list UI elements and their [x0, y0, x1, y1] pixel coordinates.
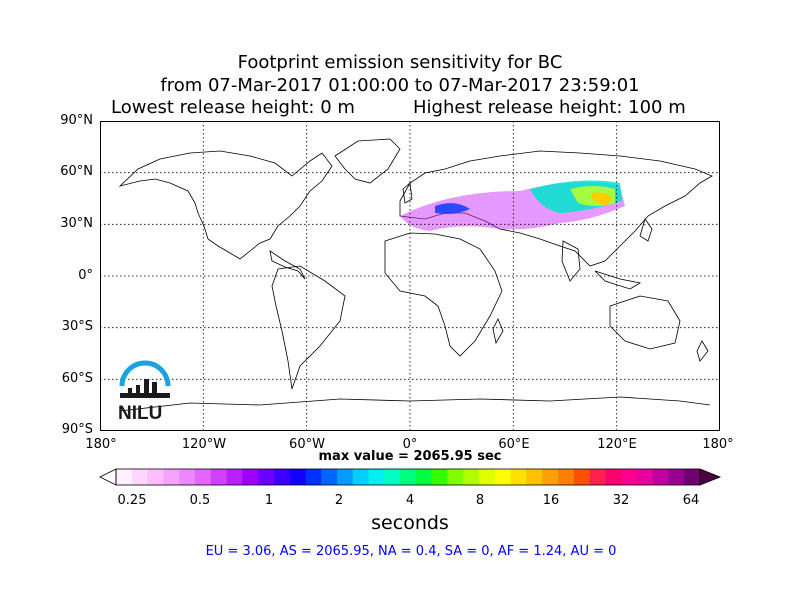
colorbar-cell: [289, 469, 306, 485]
lat-label: 0°: [78, 268, 93, 283]
nilu-logo: NILU: [118, 360, 171, 424]
emission-sensitivity-plume: [400, 180, 625, 231]
colorbar-cell: [336, 469, 354, 485]
colorbar-cell: [258, 469, 275, 485]
lat-label: 90°N: [60, 113, 93, 128]
colorbar-cell: [368, 469, 385, 485]
lon-label: 180°: [702, 437, 734, 452]
colorbar-tick: 1: [264, 493, 274, 508]
colorbar-cell: [305, 469, 322, 485]
colorbar-cell: [573, 469, 591, 485]
logo-text: NILU: [118, 403, 162, 424]
lat-label: 30°N: [60, 216, 93, 231]
colorbar-tick: 8: [475, 493, 485, 508]
colorbar-cell: [463, 469, 480, 485]
colorbar-cell: [605, 469, 622, 485]
highest-release-height: Highest release height: 100 m: [413, 97, 686, 118]
colorbar-cell: [116, 469, 133, 485]
colorbar-tick: 16: [542, 493, 560, 508]
colorbar-cell: [431, 469, 448, 485]
lowest-release-height: Lowest release height: 0 m: [111, 97, 355, 118]
colorbar-cell: [131, 469, 149, 485]
lat-label: 30°S: [61, 319, 93, 334]
lon-label: 180°: [85, 437, 117, 452]
colorbar-cell: [589, 469, 606, 485]
colorbar-cell: [684, 469, 701, 485]
lon-label: 120°E: [597, 437, 637, 452]
colorbar-cell: [494, 469, 512, 485]
colorbar-cell: [242, 469, 259, 485]
lat-label: 90°S: [61, 422, 93, 437]
colorbar-cell: [210, 469, 227, 485]
world-map: NILU: [100, 121, 720, 431]
colorbar-cell: [479, 469, 496, 485]
title-line-2: from 07-Mar-2017 01:00:00 to 07-Mar-2017…: [160, 75, 640, 96]
colorbar-tick: 0.5: [189, 493, 211, 508]
colorbar: [99, 468, 722, 486]
max-value-label: max value = 2065.95 sec: [318, 449, 502, 464]
colorbar-cell: [636, 469, 654, 485]
lon-label: 60°W: [289, 437, 325, 452]
colorbar-cell: [226, 469, 243, 485]
colorbar-tick: 64: [682, 493, 700, 508]
colorbar-cell: [147, 469, 164, 485]
colorbar-unit: seconds: [371, 512, 449, 534]
lon-label: 60°E: [498, 437, 530, 452]
colorbar-cell: [400, 469, 417, 485]
colorbar-cell: [621, 469, 638, 485]
regional-stats: EU = 3.06, AS = 2065.95, NA = 0.4, SA = …: [205, 544, 617, 559]
colorbar-cell: [194, 469, 212, 485]
colorbar-cell: [557, 469, 575, 485]
colorbar-tick: 4: [405, 493, 415, 508]
colorbar-cell: [321, 469, 338, 485]
lon-label: 120°W: [181, 437, 227, 452]
coastlines: [118, 138, 713, 412]
lat-label: 60°N: [60, 164, 93, 179]
colorbar-cell: [179, 469, 196, 485]
colorbar-cell: [384, 469, 401, 485]
colorbar-cell: [447, 469, 464, 485]
lat-label: 60°S: [61, 371, 93, 386]
colorbar-cell: [352, 469, 370, 485]
colorbar-cell: [652, 469, 669, 485]
title-line-1: Footprint emission sensitivity for BC: [237, 52, 563, 73]
lon-label: 0°: [402, 437, 418, 452]
colorbar-tick: 32: [612, 493, 630, 508]
colorbar-cell: [668, 469, 685, 485]
colorbar-cell: [526, 469, 543, 485]
colorbar-tick: 2: [334, 493, 344, 508]
graticule: [100, 121, 720, 431]
colorbar-tick: 0.25: [117, 493, 147, 508]
colorbar-cell: [415, 469, 433, 485]
colorbar-cell: [163, 469, 180, 485]
colorbar-cell: [510, 469, 527, 485]
colorbar-cell: [542, 469, 559, 485]
colorbar-cell: [273, 469, 291, 485]
